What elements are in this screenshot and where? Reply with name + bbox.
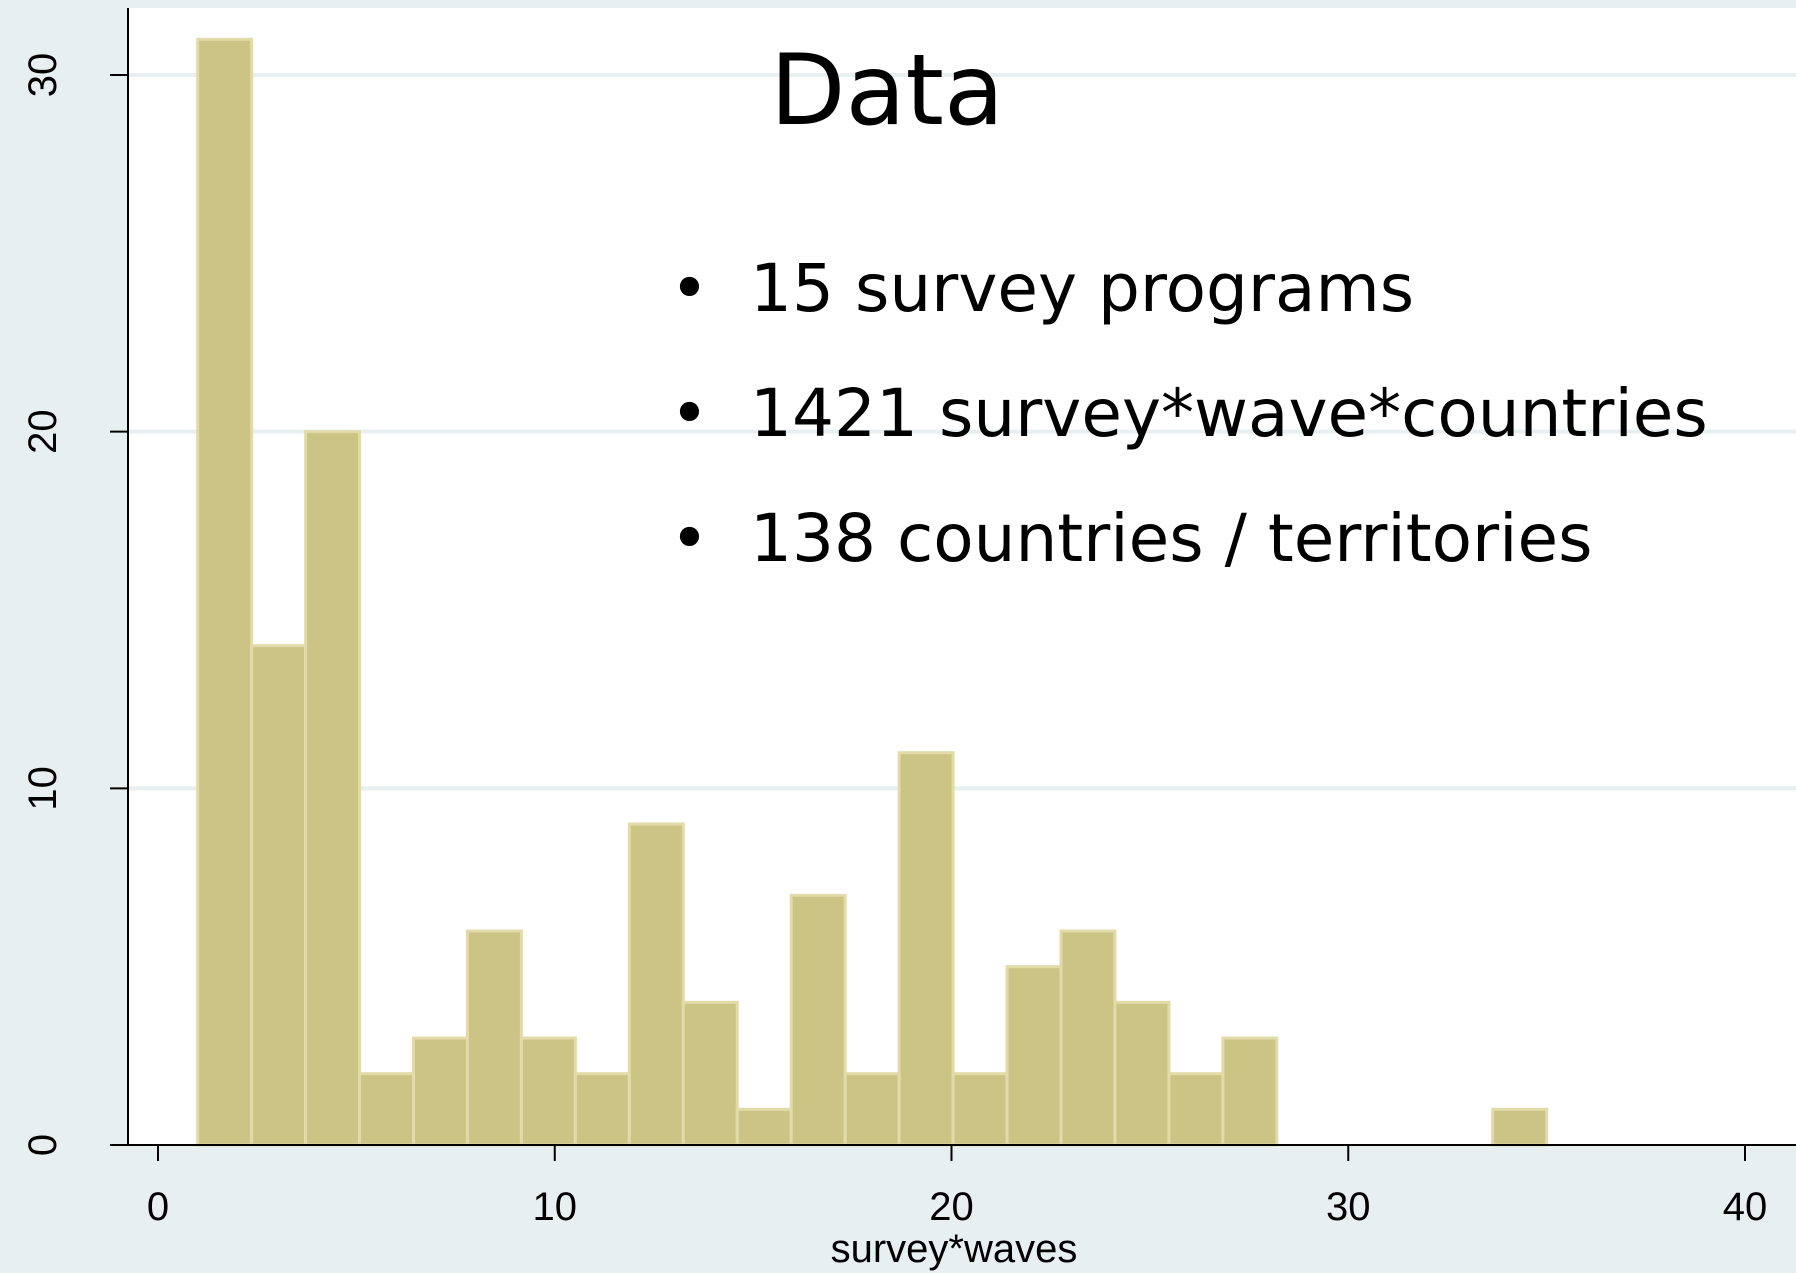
x-axis-ticks: 0 10 20 30 40 — [147, 1145, 1767, 1229]
y-tick-label: 10 — [21, 766, 65, 811]
y-tick-label: 0 — [21, 1134, 65, 1156]
x-tick-label: 20 — [929, 1185, 974, 1229]
histogram-bar — [358, 1072, 416, 1147]
histogram-bars — [196, 37, 1549, 1147]
x-tick-label: 30 — [1326, 1185, 1371, 1229]
histogram-bar — [897, 751, 955, 1147]
histogram-bar — [843, 1072, 901, 1147]
histogram-bar — [196, 37, 254, 1147]
histogram-bar — [1005, 965, 1063, 1147]
histogram-bar — [735, 1107, 793, 1147]
plot-area — [128, 8, 1796, 1145]
histogram-bar — [1113, 1000, 1171, 1147]
y-tick-label: 20 — [21, 409, 65, 454]
histogram-bar — [250, 644, 308, 1147]
histogram-bar — [951, 1072, 1009, 1147]
histogram-bar — [1059, 929, 1117, 1147]
y-tick-label: 30 — [21, 53, 65, 98]
x-tick-label: 10 — [533, 1185, 578, 1229]
histogram-bar — [304, 430, 362, 1147]
histogram-bar — [1491, 1107, 1549, 1147]
histogram-bar — [412, 1036, 469, 1147]
histogram-bar — [519, 1036, 577, 1147]
histogram-bar — [465, 929, 523, 1147]
gridlines — [128, 73, 1796, 791]
histogram-bar — [627, 822, 685, 1147]
histogram-bar — [681, 1000, 739, 1147]
x-tick-label: 40 — [1723, 1185, 1768, 1229]
x-tick-label: 0 — [147, 1185, 169, 1229]
histogram-bar — [573, 1072, 631, 1147]
histogram-bar — [789, 893, 847, 1147]
histogram-bar — [1221, 1036, 1279, 1147]
histogram-bar — [1167, 1072, 1225, 1147]
y-axis-ticks: 0 10 20 30 — [21, 53, 128, 1156]
x-axis-label: survey*waves — [831, 1227, 1078, 1271]
